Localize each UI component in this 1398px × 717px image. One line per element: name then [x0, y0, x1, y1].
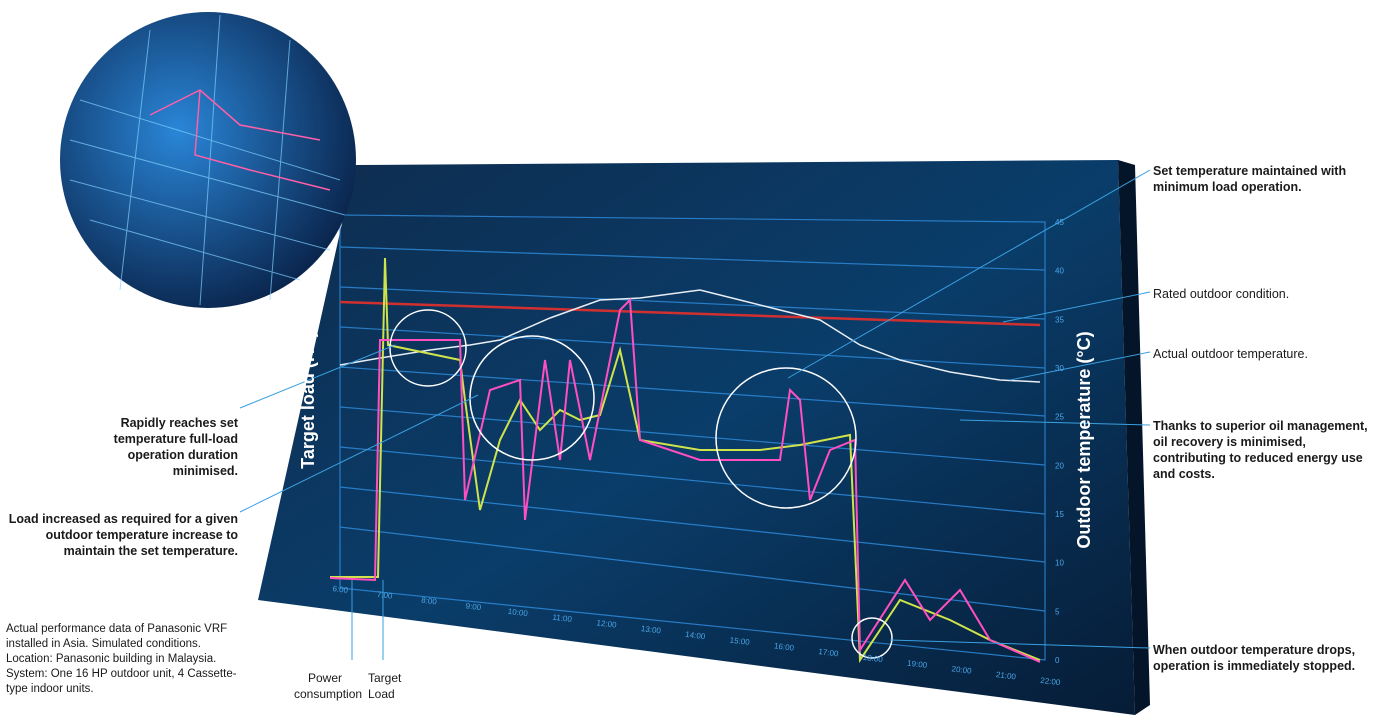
annotation: Rated outdoor condition. [1153, 287, 1290, 301]
x-tick-label: 15:00 [729, 636, 751, 647]
annotation: Thanks to superior oil management, oil r… [1153, 419, 1368, 481]
y-axis-label: Target load (HP) [298, 331, 318, 469]
x-tick-label: 17:00 [818, 647, 840, 658]
building-grid [69, 14, 346, 306]
y2-tick-label: 35 [1055, 315, 1064, 324]
power-line [329, 297, 1041, 663]
y2-tick-label: 45 [1055, 218, 1064, 227]
x-tick-label: 16:00 [774, 641, 796, 652]
annotation: Load increased as required for a given o… [8, 512, 238, 558]
x-tick-label: 12:00 [596, 618, 618, 629]
rated-line [339, 300, 1041, 327]
y2-tick-label: 40 [1055, 267, 1064, 276]
annotation: Rapidly reaches set temperature full-loa… [113, 416, 238, 478]
building-image [60, 12, 356, 308]
highlight-circles [389, 309, 893, 659]
legend-label: Power consumption [294, 671, 363, 701]
x-tick-label: 10:00 [507, 607, 529, 618]
annotation: When outdoor temperature drops, operatio… [1153, 643, 1356, 673]
x-tick-label: 20:00 [951, 664, 973, 675]
plot-grid [339, 214, 1046, 661]
x-tick-label: 13:00 [640, 624, 662, 635]
annotation: Set temperature maintained with minimum … [1153, 164, 1347, 194]
x-tick-label: 19:00 [907, 659, 929, 670]
temperature-line [339, 289, 1041, 383]
board-edge [1118, 160, 1150, 715]
x-tick-label: 18:00 [862, 653, 884, 664]
legend-label: Target Load [368, 671, 402, 701]
x-tick-label: 21:00 [995, 670, 1017, 681]
callout-lines [239, 169, 1151, 660]
x-tick-label: 9:00 [465, 601, 482, 612]
y2-tick-label: 25 [1055, 413, 1064, 422]
target-load-line [330, 257, 1041, 664]
y2-tick-label: 15 [1055, 510, 1064, 519]
x-tick-label: 11:00 [552, 613, 573, 624]
y2-tick-label: 20 [1055, 461, 1064, 470]
y2-tick-label: 30 [1055, 364, 1064, 373]
x-tick-label: 7:00 [376, 590, 393, 601]
footnote: Actual performance data of Panasonic VRF… [6, 623, 237, 695]
annotation: Actual outdoor temperature. [1153, 347, 1308, 361]
x-tick-label: 8:00 [421, 596, 438, 607]
x-tick-label: 22:00 [1040, 676, 1062, 687]
y2-tick-label: 10 [1055, 559, 1064, 568]
y2-axis-label: Outdoor temperature (°C) [1074, 331, 1094, 548]
x-tick-label: 6:00 [332, 584, 349, 595]
y2-tick-label: 0 [1055, 656, 1060, 665]
chart-board [258, 160, 1135, 715]
x-tick-label: 14:00 [685, 630, 707, 641]
y2-tick-label: 5 [1055, 607, 1060, 616]
building-pipes [149, 89, 331, 191]
